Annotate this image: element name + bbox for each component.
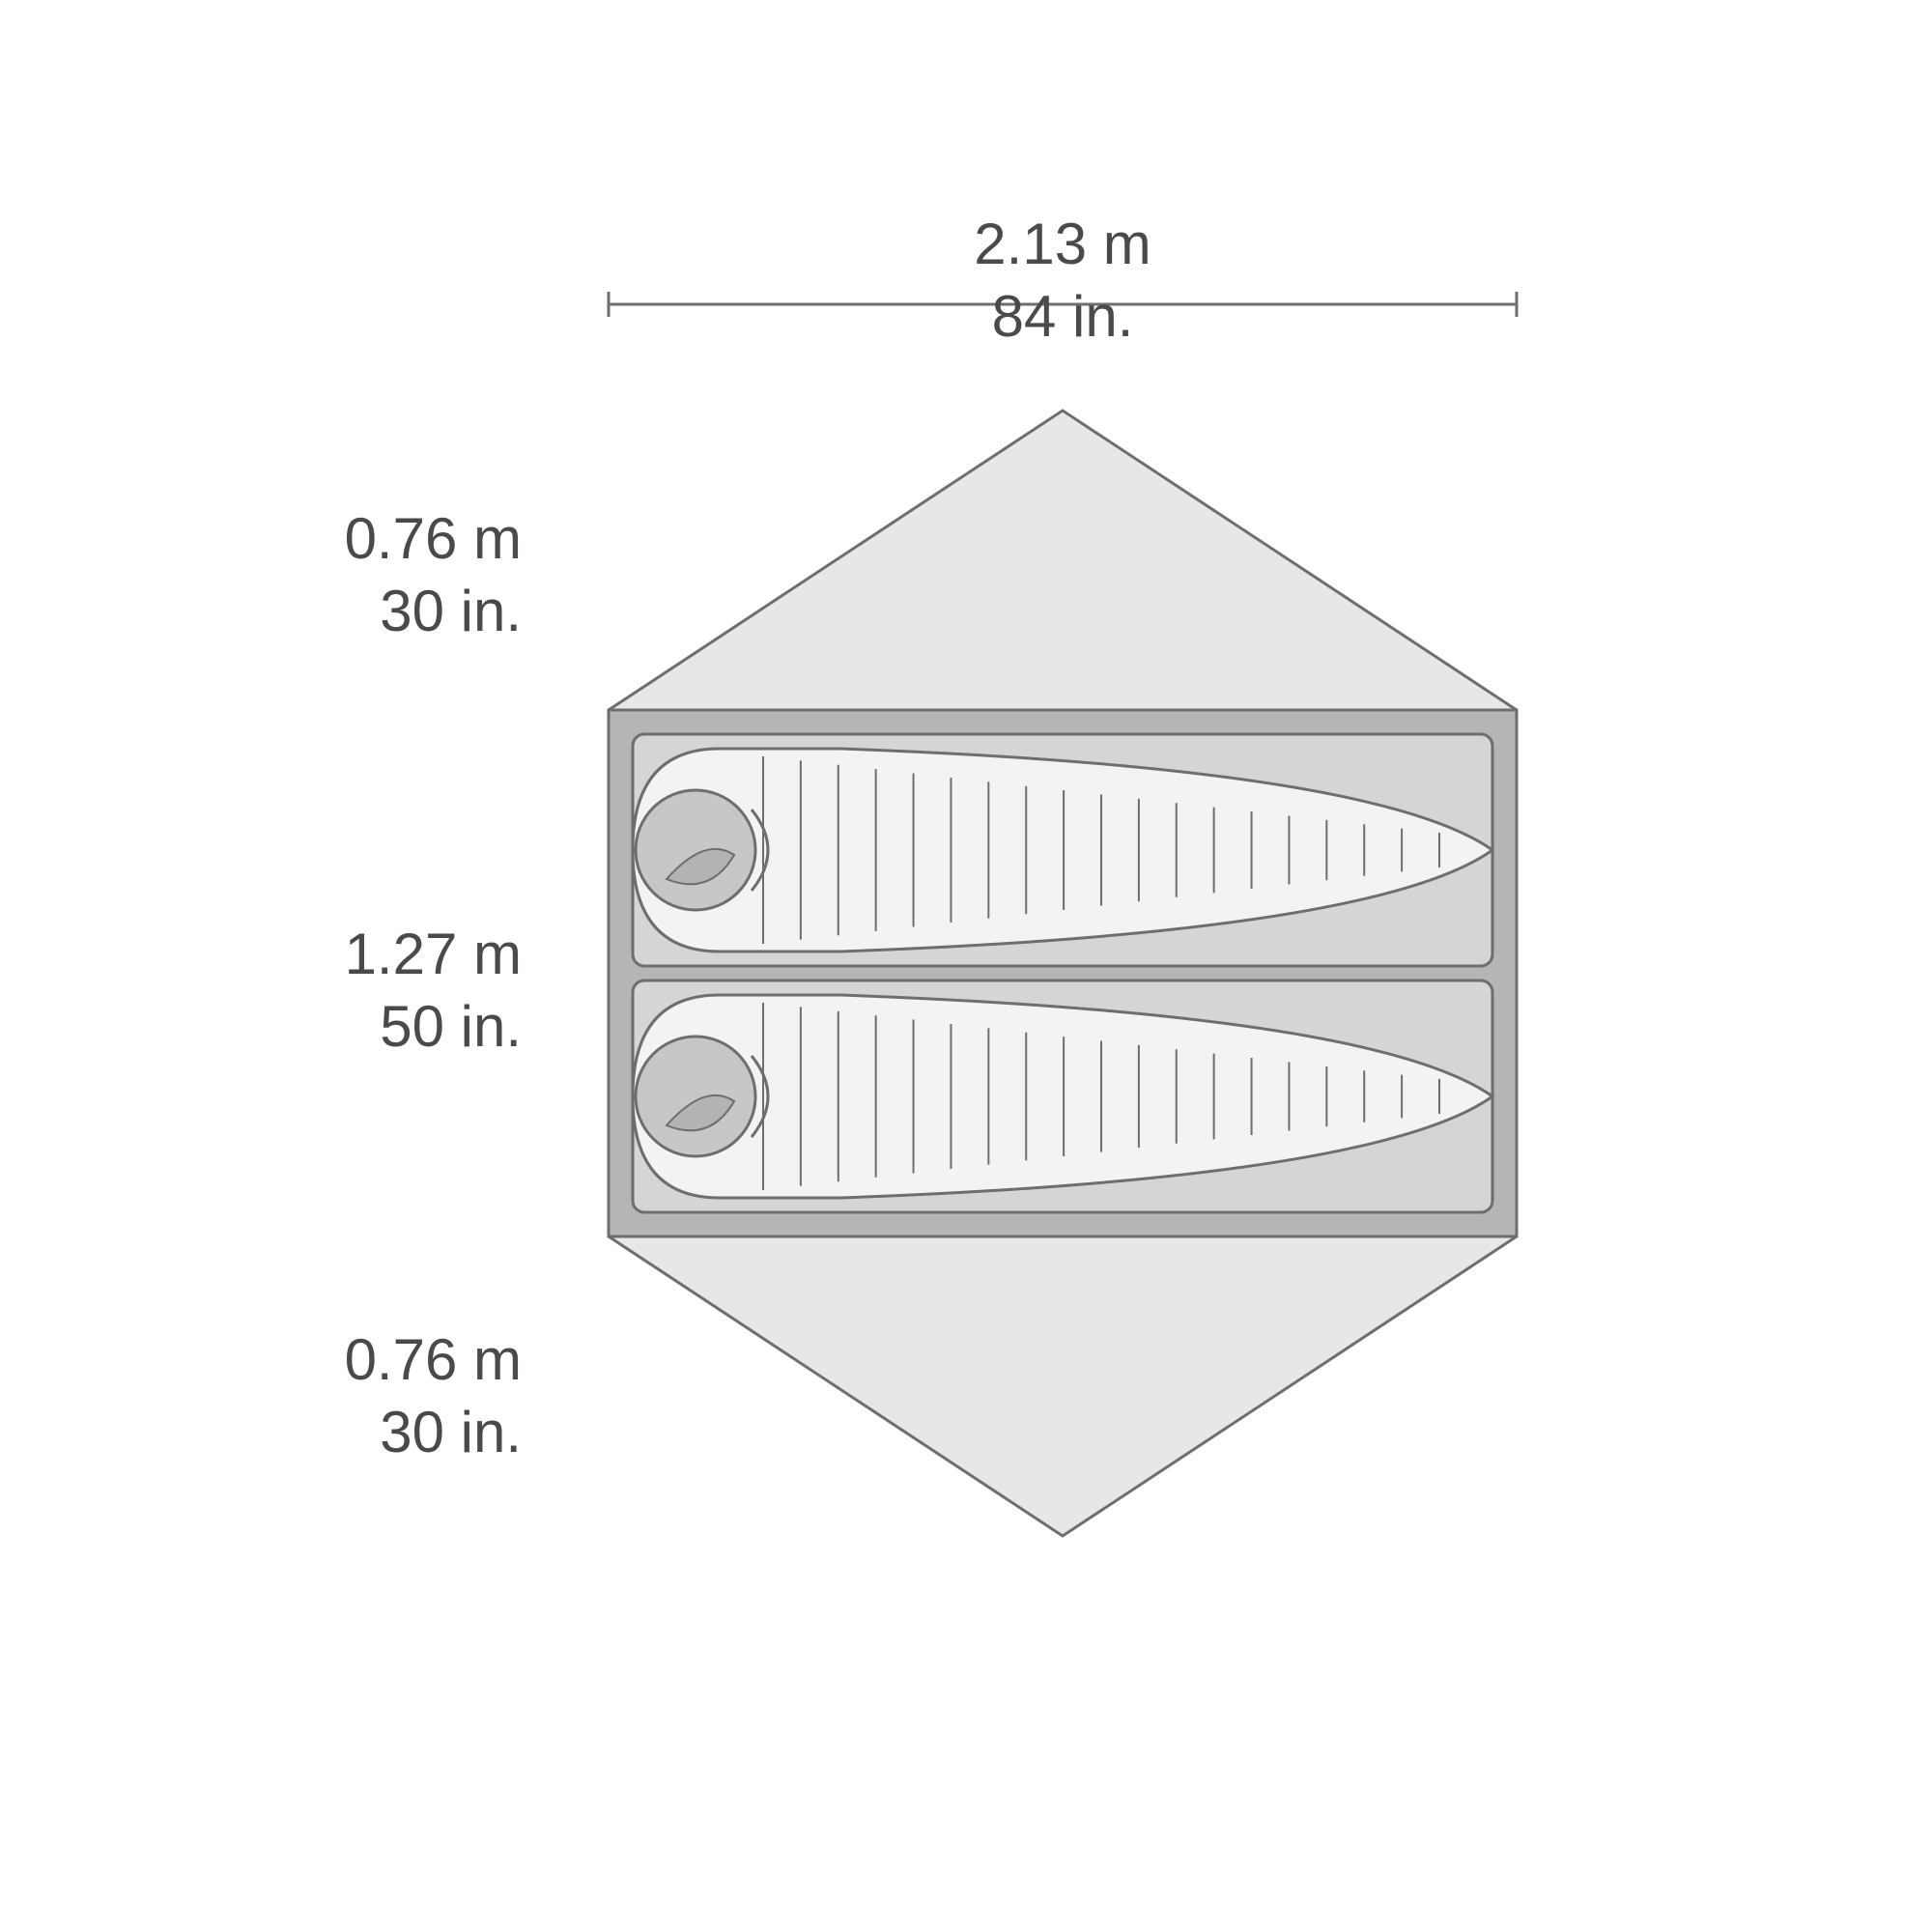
tent-floorplan-diagram: 2.13 m 84 in. 0.76 m 30 in. 1.27 m 50 in…	[0, 0, 1932, 1932]
dimension-floor-imperial: 50 in.	[380, 994, 522, 1059]
sleeper-hood-2	[636, 1037, 755, 1156]
dimension-bottom-vestibule: 0.76 m 30 in.	[345, 1323, 522, 1468]
dimension-bottom-vestibule-imperial: 30 in.	[380, 1400, 522, 1464]
sleeper-hood-1	[636, 790, 755, 910]
dimension-width-imperial: 84 in.	[992, 284, 1134, 349]
dimension-floor: 1.27 m 50 in.	[345, 918, 522, 1063]
dimension-top-vestibule-metric: 0.76 m	[345, 506, 522, 571]
dimension-width: 2.13 m 84 in.	[821, 208, 1304, 353]
dimension-floor-metric: 1.27 m	[345, 922, 522, 986]
dimension-width-metric: 2.13 m	[974, 212, 1151, 276]
dimension-top-vestibule-imperial: 30 in.	[380, 579, 522, 643]
dimension-bottom-vestibule-metric: 0.76 m	[345, 1327, 522, 1392]
dimension-top-vestibule: 0.76 m 30 in.	[345, 502, 522, 647]
